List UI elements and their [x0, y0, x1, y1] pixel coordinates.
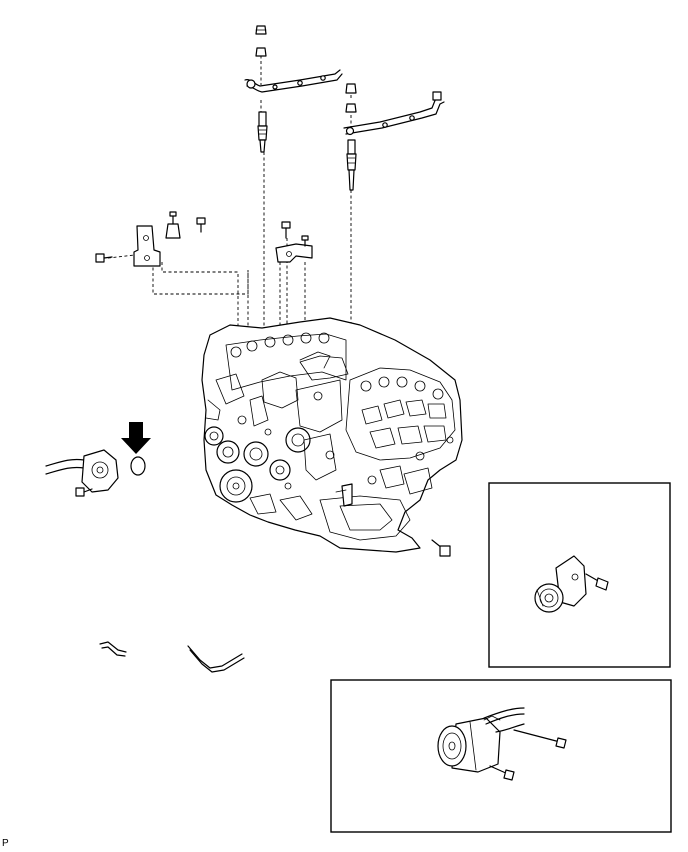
o-ring: [130, 456, 146, 476]
engine-assembly: [201, 317, 463, 553]
glow-plug-left: [257, 111, 268, 153]
alignment-lines: [107, 50, 352, 360]
glow-plug-right: [346, 139, 357, 191]
glow-plug-nut-right: [345, 83, 357, 113]
compressor-inset: [330, 679, 672, 833]
wire-harness-bracket-left: [95, 211, 206, 267]
idler-pulley-inset: [488, 482, 671, 668]
vacuum-pump: [45, 449, 119, 497]
hoses: [99, 641, 245, 673]
glow-plug-nut-left: [255, 25, 267, 57]
wire-harness-bracket-right: [275, 221, 313, 263]
glow-plug-connector-right: [343, 91, 445, 136]
glow-plug-connector-left: [244, 69, 343, 93]
figure-code-label: P: [2, 838, 9, 849]
engine-mount-bolt: [431, 539, 451, 557]
new-part-arrow: [121, 422, 151, 454]
